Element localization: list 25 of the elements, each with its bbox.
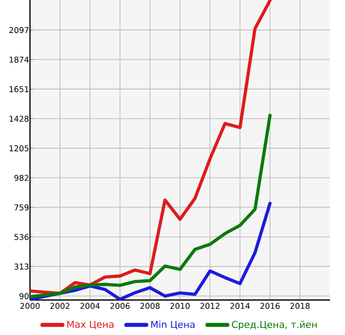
y-tick-label: 982 [14, 174, 28, 181]
x-tick-label: 2004 [80, 302, 100, 309]
x-tick-label: 2012 [200, 302, 220, 309]
x-tick-label: 2018 [290, 302, 310, 309]
y-tick-label: 759 [14, 204, 29, 210]
x-tick-label: 2002 [50, 302, 70, 309]
y-tick-label: 1428 [10, 116, 29, 122]
x-tick-label: 2000 [20, 302, 40, 309]
y-tick-label: 1874 [10, 56, 29, 63]
line-series [30, 114, 272, 298]
y-tick-label: 2097 [9, 27, 28, 34]
y-tick-label: 536 [14, 234, 29, 240]
x-tick-label: 2014 [230, 302, 250, 309]
y-tick-label: 1205 [10, 145, 28, 152]
x-tick-label: 2016 [260, 302, 280, 309]
x-tick-label: 2010 [170, 302, 190, 309]
legend-label: Сред.Цена, т.йен [232, 320, 317, 330]
y-tick-label: 1651 [10, 86, 28, 92]
x-tick-label: 2006 [110, 302, 130, 309]
legend-label: Min Цена [151, 320, 195, 330]
line-series [30, 0, 272, 295]
y-tick-label: 313 [14, 264, 28, 270]
x-tick-label: 2008 [140, 302, 160, 309]
legend-label: Max Цена [67, 320, 114, 330]
y-tick-label: 90 [19, 293, 29, 300]
